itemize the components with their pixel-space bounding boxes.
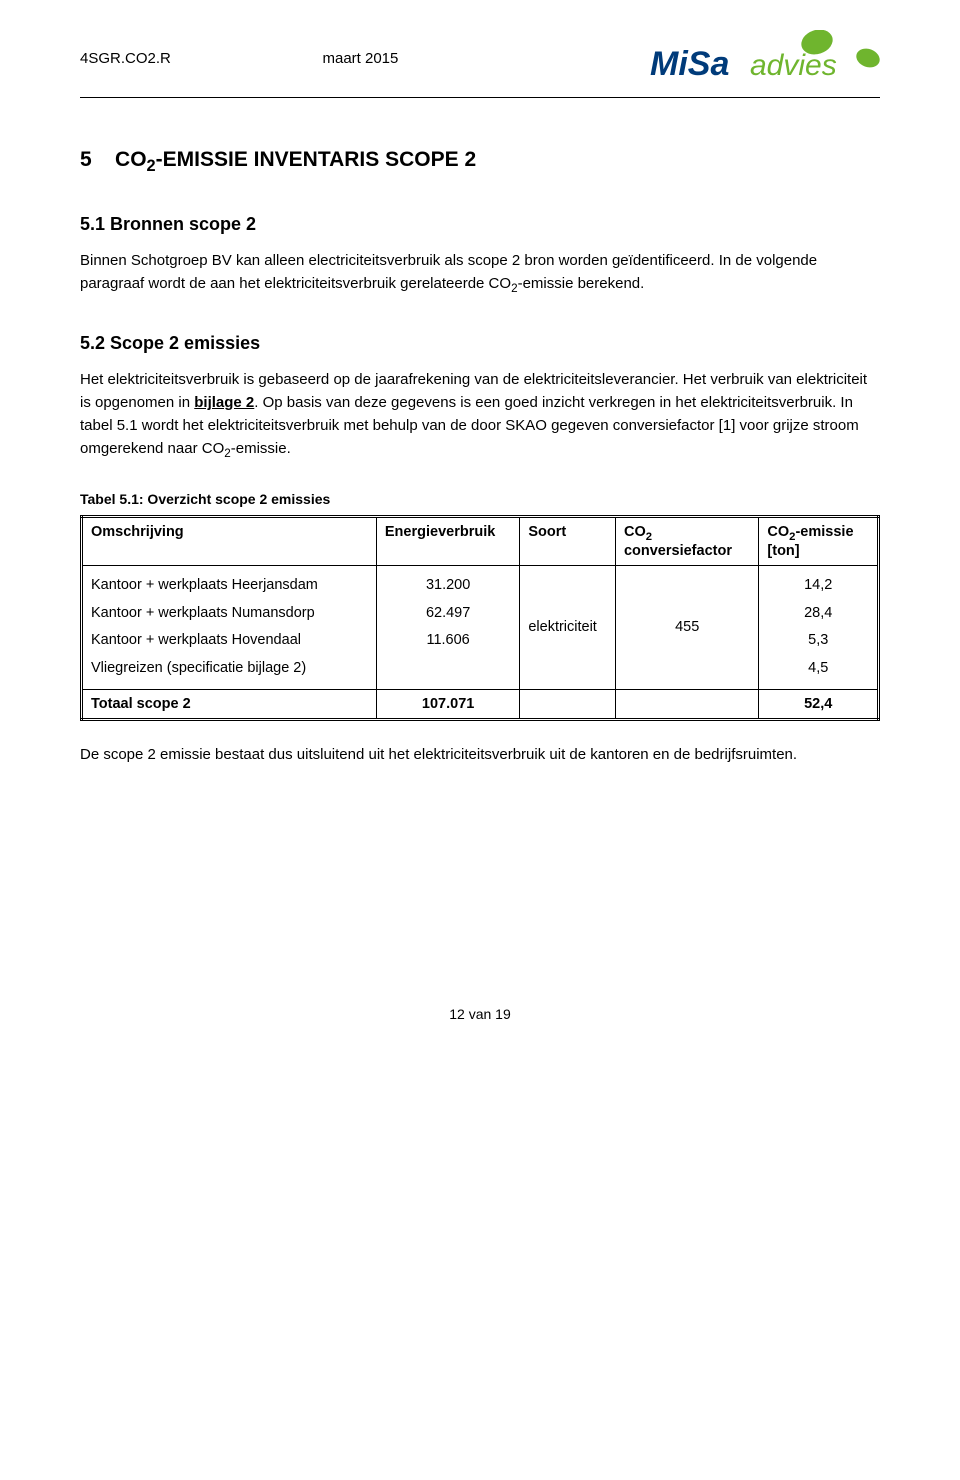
row-desc-1: Kantoor + werkplaats Numansdorp bbox=[91, 600, 368, 628]
doc-code: 4SGR.CO2.R bbox=[80, 50, 171, 67]
closing-para: De scope 2 emissie bestaat dus uitsluite… bbox=[80, 743, 880, 766]
total-soort bbox=[520, 689, 616, 719]
section-5-1-heading: 5.1 Bronnen scope 2 bbox=[80, 214, 880, 235]
row-desc-0: Kantoor + werkplaats Heerjansdam bbox=[91, 572, 368, 600]
h1-num: 5 bbox=[80, 148, 92, 171]
section-5-2-heading: 5.2 Scope 2 emissies bbox=[80, 333, 880, 354]
th-emis-c: [ton] bbox=[767, 543, 799, 559]
section-5-2-para: Het elektriciteitsverbruik is gebaseerd … bbox=[80, 368, 880, 464]
page-footer: 12 van 19 bbox=[80, 1006, 880, 1022]
th-emis: CO2-emissie [ton] bbox=[759, 517, 879, 566]
total-en: 107.071 bbox=[376, 689, 519, 719]
row-en-2: 11.606 bbox=[385, 627, 511, 655]
logo: MiSa advies bbox=[650, 30, 880, 95]
total-label: Totaal scope 2 bbox=[82, 689, 377, 719]
section-5-heading: 5 CO2-EMISSIE INVENTARIS SCOPE 2 bbox=[80, 148, 880, 176]
th-omschrijving: Omschrijving bbox=[82, 517, 377, 566]
table-caption: Tabel 5.1: Overzicht scope 2 emissies bbox=[80, 491, 880, 507]
th-conv-co: CO bbox=[624, 524, 646, 540]
svg-text:advies: advies bbox=[750, 49, 837, 82]
row-emis-1: 28,4 bbox=[767, 600, 869, 628]
th-energie: Energieverbruik bbox=[376, 517, 519, 566]
th-emis-co: CO bbox=[767, 524, 789, 540]
th-soort: Soort bbox=[520, 517, 616, 566]
doc-date: maart 2015 bbox=[322, 50, 398, 67]
p51-a: Binnen Schotgroep BV kan alleen electric… bbox=[80, 252, 817, 292]
row-desc-3: Vliegreizen (specificatie bijlage 2) bbox=[91, 655, 368, 683]
h1-sub: 2 bbox=[147, 157, 156, 175]
row-en-0: 31.200 bbox=[385, 572, 511, 600]
h1-co: CO bbox=[115, 148, 147, 171]
row-en-1: 62.497 bbox=[385, 600, 511, 628]
h1-rest: -EMISSIE INVENTARIS SCOPE 2 bbox=[156, 148, 477, 171]
row-emis-0: 14,2 bbox=[767, 572, 869, 600]
p52-bijlage: bijlage 2 bbox=[194, 394, 254, 411]
cell-soort: elektriciteit bbox=[520, 566, 616, 689]
cell-conv: 455 bbox=[615, 566, 758, 689]
svg-text:MiSa: MiSa bbox=[650, 45, 729, 83]
row-emis-3: 4,5 bbox=[767, 655, 869, 683]
th-conv-sub: 2 bbox=[646, 531, 652, 543]
th-emis-b: -emissie bbox=[795, 524, 853, 540]
scope2-table: Omschrijving Energieverbruik Soort CO2 c… bbox=[80, 515, 880, 720]
p52-c: -emissie. bbox=[231, 440, 291, 457]
page-header: 4SGR.CO2.R maart 2015 MiSa advies bbox=[80, 50, 880, 98]
total-emis: 52,4 bbox=[759, 689, 879, 719]
row-emis-2: 5,3 bbox=[767, 627, 869, 655]
th-conv-b: conversiefactor bbox=[624, 543, 732, 559]
p51-b: -emissie berekend. bbox=[518, 275, 645, 292]
row-desc-2: Kantoor + werkplaats Hovendaal bbox=[91, 627, 368, 655]
total-conv bbox=[615, 689, 758, 719]
th-conv: CO2 conversiefactor bbox=[615, 517, 758, 566]
section-5-1-para: Binnen Schotgroep BV kan alleen electric… bbox=[80, 249, 880, 298]
